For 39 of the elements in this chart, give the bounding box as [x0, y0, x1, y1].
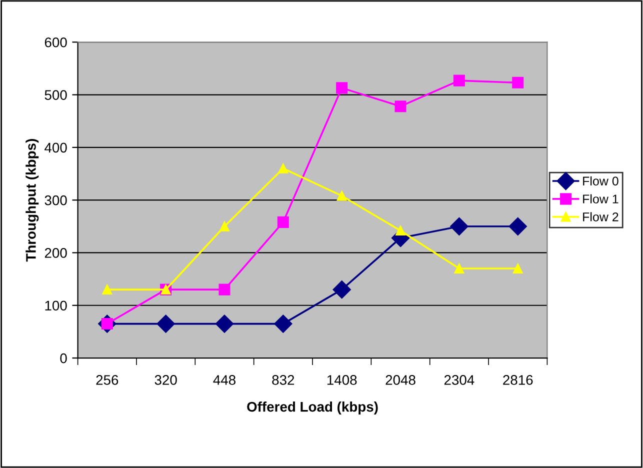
x-tick-label: 320 — [154, 375, 177, 385]
point — [332, 280, 351, 299]
x-tick-label: 2816 — [503, 375, 533, 385]
x-axis-title: Offered Load (kbps) — [247, 402, 378, 414]
legend-label: Flow 2 — [583, 212, 618, 222]
x-tick-label: 448 — [213, 375, 236, 385]
x-tick-label: 2048 — [386, 375, 416, 385]
point — [453, 74, 465, 86]
point — [215, 314, 234, 333]
point — [156, 314, 175, 333]
point — [512, 264, 523, 274]
x-tick-label: 1408 — [327, 375, 357, 385]
point — [274, 314, 292, 333]
x-tick-label: 832 — [272, 375, 294, 385]
point — [394, 100, 406, 112]
point — [454, 264, 464, 274]
y-tick-label: 400 — [44, 142, 67, 153]
y-tick-label: 100 — [45, 300, 67, 311]
point — [277, 216, 289, 228]
legend-label: Flow 1 — [583, 194, 618, 204]
point — [450, 217, 468, 236]
point — [336, 190, 347, 201]
point — [396, 226, 406, 236]
point — [508, 217, 527, 236]
point — [278, 164, 288, 174]
y-tick-label: 0 — [60, 353, 67, 364]
y-tick-label: 300 — [44, 195, 67, 206]
y-tick-label: 500 — [44, 90, 67, 100]
y-tick-label: 600 — [44, 37, 67, 48]
x-tick-label: 2304 — [444, 375, 474, 385]
point — [220, 221, 230, 232]
legend-label: Flow 0 — [583, 176, 618, 186]
point — [512, 76, 524, 88]
point — [218, 284, 230, 296]
y-tick-label: 200 — [44, 248, 67, 258]
point — [336, 82, 348, 94]
y-axis-title: Throughput (kbps) — [26, 139, 39, 262]
x-tick-label: 256 — [96, 375, 118, 385]
point — [102, 284, 112, 295]
